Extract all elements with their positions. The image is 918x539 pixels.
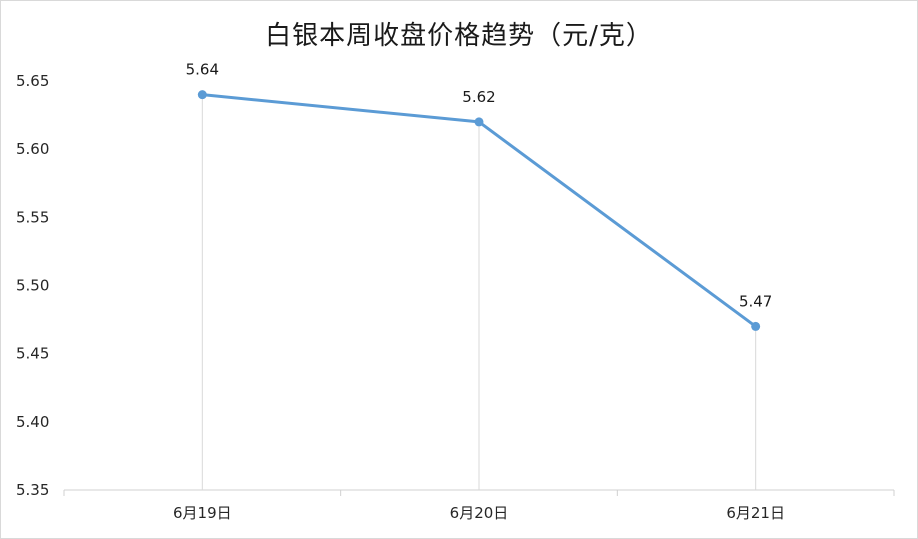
data-label: 5.64	[186, 61, 219, 79]
x-tick-label: 6月19日	[173, 504, 232, 522]
y-tick-label: 5.35	[16, 481, 49, 499]
data-point	[751, 321, 761, 331]
data-label: 5.62	[462, 88, 495, 106]
data-label: 5.47	[739, 292, 772, 310]
y-tick-label: 5.55	[16, 208, 49, 226]
data-point	[474, 117, 484, 127]
y-tick-label: 5.50	[16, 277, 49, 295]
x-tick-label: 6月20日	[450, 504, 509, 522]
y-tick-label: 5.40	[16, 413, 49, 431]
y-tick-label: 5.45	[16, 345, 49, 363]
chart-title: 白银本周收盘价格趋势（元/克）	[265, 21, 653, 51]
y-tick-label: 5.65	[16, 72, 49, 90]
y-tick-label: 5.60	[16, 140, 49, 158]
x-tick-label: 6月21日	[726, 504, 785, 522]
data-point	[197, 90, 207, 100]
